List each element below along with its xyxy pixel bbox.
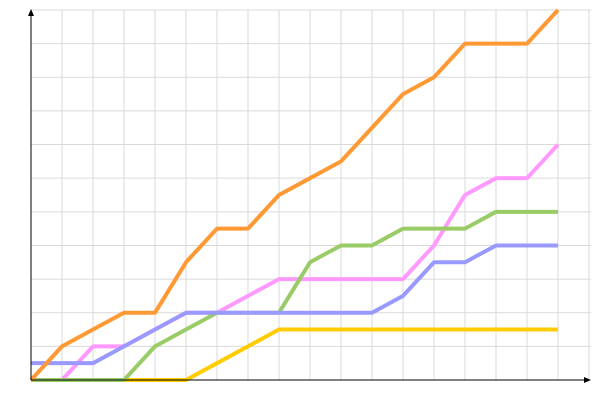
- y-axis-arrow-icon: [28, 9, 34, 16]
- x-axis-arrow-icon: [584, 377, 591, 383]
- series-line-4: [31, 243, 558, 366]
- series-group: [29, 8, 560, 382]
- series-line-2: [31, 143, 560, 382]
- grid: [31, 9, 591, 380]
- series-line-5: [29, 8, 560, 382]
